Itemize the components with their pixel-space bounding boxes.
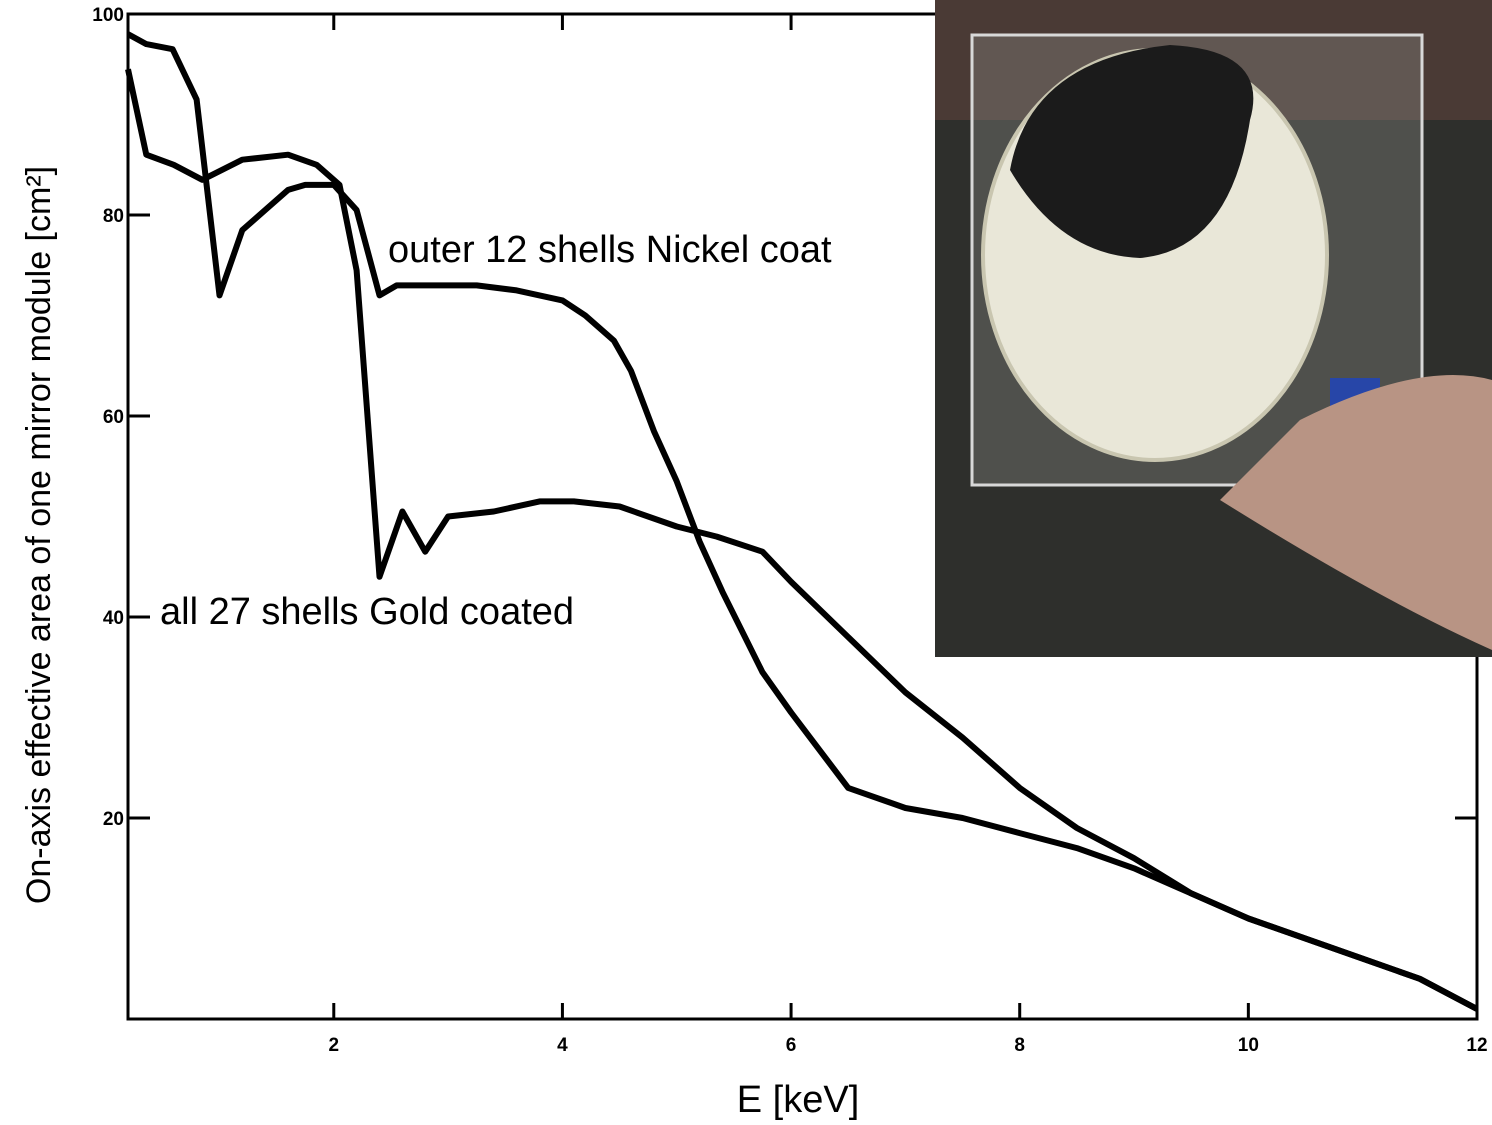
annotation: all 27 shells Gold coated <box>160 591 574 633</box>
y-tick-label: 20 <box>103 809 124 830</box>
chart: 2 4 6 8 10 12 20 40 60 80 100 outer 12 shells Nick… <box>0 0 1492 1125</box>
x-tick-label: 6 <box>786 1035 797 1056</box>
x-tick-label: 12 <box>1466 1035 1487 1056</box>
y-tick-label: 80 <box>103 206 124 227</box>
x-tick-label: 8 <box>1014 1035 1025 1056</box>
x-axis-label: E [keV] <box>737 1079 860 1121</box>
y-tick-label: 60 <box>103 407 124 428</box>
inset-photo <box>935 0 1492 657</box>
x-tick-label: 10 <box>1238 1035 1259 1056</box>
x-tick-label: 2 <box>328 1035 339 1056</box>
page: {"chart_data": { "type": "line", "x_labe… <box>0 0 1492 1125</box>
x-tick-label: 4 <box>557 1035 568 1056</box>
y-tick-label: 100 <box>92 5 124 26</box>
y-tick-label: 40 <box>103 608 124 629</box>
y-axis-label: On-axis effective area of one mirror mod… <box>20 166 58 904</box>
annotation: outer 12 shells Nickel coat <box>388 229 832 271</box>
